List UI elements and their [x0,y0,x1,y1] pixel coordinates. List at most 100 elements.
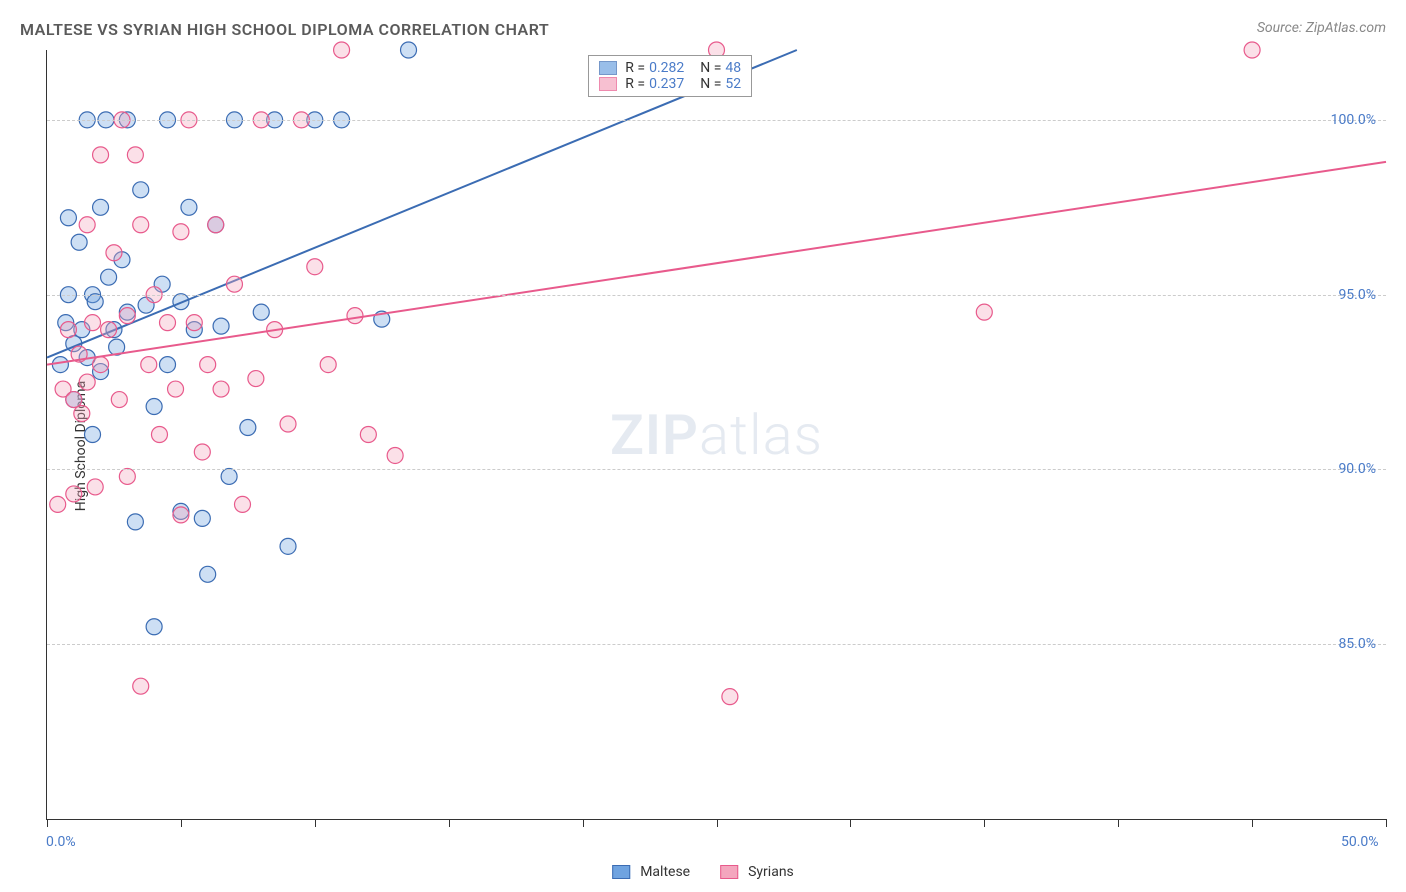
data-point [119,308,135,324]
data-point [200,566,216,582]
data-point [181,199,197,215]
data-point [74,406,90,422]
x-tick [583,819,584,827]
data-point [168,381,184,397]
data-point [52,357,68,373]
data-point [111,392,127,408]
gridline [47,120,1386,121]
data-point [1244,42,1260,58]
data-point [85,427,101,443]
data-point [173,507,189,523]
x-tick [449,819,450,827]
plot-area: ZIPatlas 85.0%90.0%95.0%100.0% [46,50,1386,820]
data-point [127,514,143,530]
swatch-icon [599,77,617,91]
data-point [213,318,229,334]
data-point [186,315,202,331]
x-tick [1252,819,1253,827]
r-label: R = [625,60,645,76]
x-tick [850,819,851,827]
data-point [221,468,237,484]
data-point [976,304,992,320]
data-point [133,678,149,694]
plot-svg [47,50,1386,819]
data-point [66,486,82,502]
data-point [387,447,403,463]
data-point [280,416,296,432]
data-point [200,357,216,373]
data-point [360,427,376,443]
y-tick-label: 100.0% [1331,112,1376,128]
n-label: N = [700,60,721,76]
data-point [106,245,122,261]
x-tick-label: 0.0% [46,834,76,850]
data-point [93,147,109,163]
data-point [127,147,143,163]
x-tick [181,819,182,827]
data-point [401,42,417,58]
data-point [71,234,87,250]
data-point [160,357,176,373]
data-point [722,689,738,705]
stats-row: R = 0.282 N = 48 [599,60,741,76]
data-point [160,315,176,331]
data-point [208,217,224,233]
data-point [347,308,363,324]
r-value: 0.237 [649,76,684,92]
source-label: Source: ZipAtlas.com [1257,20,1386,36]
data-point [151,427,167,443]
data-point [194,444,210,460]
chart-container: MALTESE VS SYRIAN HIGH SCHOOL DIPLOMA CO… [0,0,1406,892]
legend-label-maltese: Maltese [640,864,690,880]
data-point [87,294,103,310]
x-tick [1118,819,1119,827]
data-point [60,210,76,226]
data-point [226,276,242,292]
x-tick [1386,819,1387,827]
data-point [248,371,264,387]
data-point [141,357,157,373]
data-point [146,399,162,415]
n-label: N = [700,76,721,92]
data-point [101,322,117,338]
data-point [334,42,350,58]
data-point [66,392,82,408]
data-point [213,381,229,397]
data-point [79,374,95,390]
r-value: 0.282 [649,60,684,76]
data-point [50,496,66,512]
data-point [93,357,109,373]
data-point [79,217,95,233]
data-point [240,420,256,436]
data-point [307,259,323,275]
legend-item-maltese: Maltese [612,864,690,880]
stats-legend: R = 0.282 N = 48R = 0.237 N = 52 [588,55,752,97]
data-point [119,468,135,484]
data-point [101,269,117,285]
y-tick-label: 90.0% [1338,461,1376,477]
stats-row: R = 0.237N = 52 [599,76,741,92]
data-point [234,496,250,512]
x-tick [47,819,48,827]
series-legend: Maltese Syrians [612,864,794,880]
swatch-icon [599,61,617,75]
data-point [85,315,101,331]
data-point [87,479,103,495]
gridline [47,469,1386,470]
data-point [253,304,269,320]
x-tick-label: 50.0% [1341,834,1379,850]
n-value: 52 [725,76,741,92]
trend-line [47,162,1386,365]
data-point [173,224,189,240]
swatch-maltese [612,865,630,879]
data-point [133,182,149,198]
x-tick [315,819,316,827]
gridline [47,644,1386,645]
y-tick-label: 85.0% [1338,636,1376,652]
y-tick-label: 95.0% [1338,287,1376,303]
data-point [93,199,109,215]
n-value: 48 [725,60,741,76]
data-point [60,322,76,338]
gridline [47,295,1386,296]
legend-label-syrians: Syrians [748,864,794,880]
